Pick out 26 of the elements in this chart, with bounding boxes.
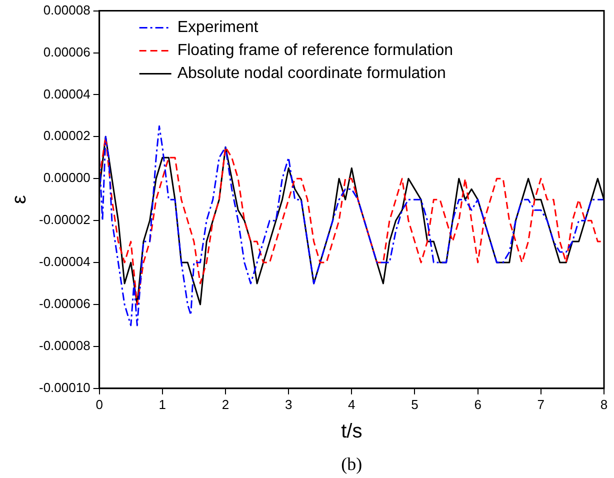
y-tick-label: 0.00006 [43, 44, 90, 60]
x-tick-label: 3 [284, 396, 292, 412]
x-tick-label: 6 [474, 396, 482, 412]
legend-label: Floating frame of reference formulation [177, 42, 454, 60]
text: (b) [341, 454, 362, 474]
y-tick-label: 0.00000 [43, 170, 90, 186]
y-tick-label: -0.00008 [38, 338, 90, 354]
y-axis-title: ε [8, 195, 31, 204]
y-tick-label: 0.00004 [43, 86, 90, 102]
y-tick-label: -0.00010 [38, 380, 90, 395]
y-tick-label: -0.00002 [38, 212, 90, 228]
x-tick-label: 0 [96, 396, 103, 412]
x-axis-title: t/s [341, 420, 362, 443]
x-tick-label: 2 [222, 396, 230, 412]
legend-label: Absolute nodal coordinate formulation [177, 65, 446, 82]
y-tick-label: -0.00006 [38, 296, 90, 312]
y-tick-label: 0.00008 [43, 2, 90, 18]
line-series [99, 125, 604, 326]
x-tick-label: 5 [411, 396, 418, 412]
x-tick-label: 8 [600, 396, 608, 412]
x-tick-label: 1 [158, 396, 166, 412]
legend-label: Experiment [177, 19, 259, 36]
y-tick-label: -0.00004 [38, 254, 90, 270]
y-tick-label: 0.00002 [43, 128, 90, 144]
x-tick-label: 7 [537, 396, 545, 412]
x-tick-label: 4 [348, 396, 356, 412]
